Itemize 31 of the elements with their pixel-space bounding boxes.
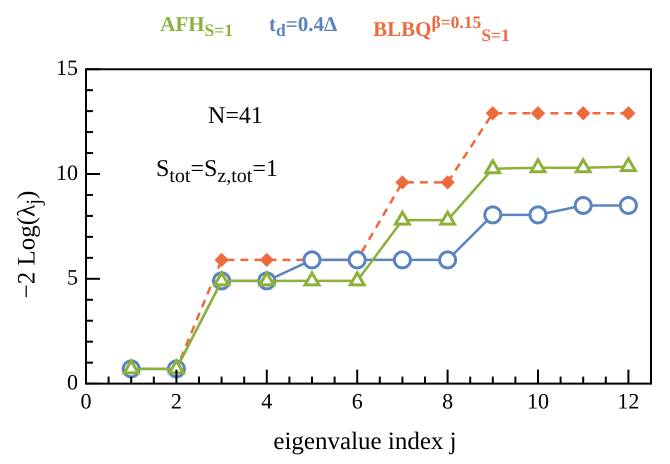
text: t$_{d}$=0.4Δ bbox=[269, 12, 338, 42]
x-tick-label: 2 bbox=[170, 388, 182, 414]
point bbox=[532, 106, 544, 120]
x-tick-label: 8 bbox=[442, 388, 454, 414]
point bbox=[618, 196, 638, 215]
point bbox=[574, 196, 593, 215]
point bbox=[483, 205, 502, 224]
point bbox=[438, 250, 458, 270]
point bbox=[392, 250, 412, 270]
y-tick-label: 0 bbox=[67, 369, 78, 394]
point bbox=[528, 205, 548, 224]
x-tick-label: 4 bbox=[261, 388, 272, 414]
x-tick-label: 12 bbox=[617, 388, 640, 414]
y-tick-label: 10 bbox=[56, 160, 78, 185]
point bbox=[260, 253, 274, 266]
point bbox=[215, 253, 228, 266]
x-tick-label: 6 bbox=[352, 388, 363, 414]
point bbox=[348, 250, 367, 270]
point bbox=[576, 106, 590, 120]
annotation: N=41 bbox=[208, 103, 263, 130]
x-tick-label: 10 bbox=[527, 388, 549, 414]
y-tick-label: 5 bbox=[67, 264, 78, 290]
annotation: S$_{tot}$=S$_{z,tot}$=1 bbox=[156, 156, 278, 188]
y-tick-label: 15 bbox=[56, 54, 78, 80]
x-axis-title: eigenvalue index j bbox=[272, 428, 458, 456]
point bbox=[302, 250, 322, 270]
point bbox=[486, 106, 500, 120]
point bbox=[396, 176, 409, 189]
point bbox=[622, 106, 635, 120]
point bbox=[441, 176, 454, 189]
text: AFH$_{S=1}$ bbox=[160, 12, 233, 42]
